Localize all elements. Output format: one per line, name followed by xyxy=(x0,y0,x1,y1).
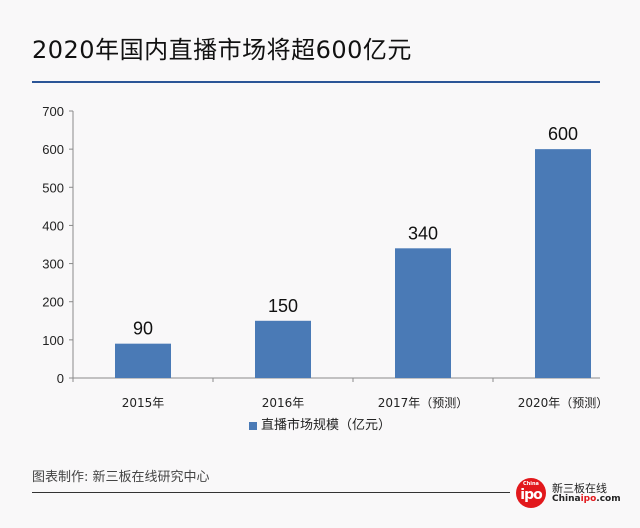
y-tick-label: 200 xyxy=(42,295,64,310)
bar-chart: 0 100 200 300 400 500 600 700 2015年 2016年 2017年（预… xyxy=(42,104,609,410)
data-labels: 90 150 340 600 xyxy=(133,124,578,339)
bar xyxy=(115,343,171,378)
data-label: 340 xyxy=(408,223,438,243)
logo: China ipo 新三板在线 Chinaipo.com xyxy=(516,478,636,512)
bar xyxy=(255,320,311,378)
legend: 直播市场规模（亿元） xyxy=(0,414,640,433)
data-label: 600 xyxy=(548,124,578,144)
x-axis: 2015年 2016年 2017年（预测） 2020年（预测） xyxy=(72,377,609,410)
y-tick-label: 100 xyxy=(42,333,64,348)
title-divider xyxy=(32,81,600,83)
y-tick-label: 300 xyxy=(42,257,64,272)
legend-label: 直播市场规模（亿元） xyxy=(260,418,391,433)
logo-badge: China ipo xyxy=(516,478,546,508)
footer-divider xyxy=(32,492,510,493)
data-label: 90 xyxy=(133,319,153,339)
x-tick-label: 2015年 xyxy=(122,396,165,410)
legend-swatch xyxy=(248,421,257,430)
y-tick-label: 700 xyxy=(42,104,64,119)
x-tick-label: 2017年（预测） xyxy=(378,396,469,410)
chart-credit: 图表制作: 新三板在线研究中心 xyxy=(32,470,210,485)
logo-name-en: Chinaipo.com xyxy=(552,494,621,504)
y-axis: 0 100 200 300 400 500 600 700 xyxy=(42,104,74,386)
chart-title: 2020年国内直播市场将超600亿元 xyxy=(32,36,412,64)
x-tick-label: 2016年 xyxy=(262,396,305,410)
y-tick-label: 500 xyxy=(42,180,64,195)
y-tick-label: 0 xyxy=(57,371,64,386)
logo-name-cn: 新三板在线 xyxy=(552,482,607,495)
y-tick-label: 600 xyxy=(42,142,64,157)
data-label: 150 xyxy=(268,296,298,316)
bars xyxy=(115,149,591,378)
x-tick-label: 2020年（预测） xyxy=(518,396,609,410)
y-tick-label: 400 xyxy=(42,218,64,233)
bar xyxy=(535,149,591,378)
bar xyxy=(395,248,451,378)
